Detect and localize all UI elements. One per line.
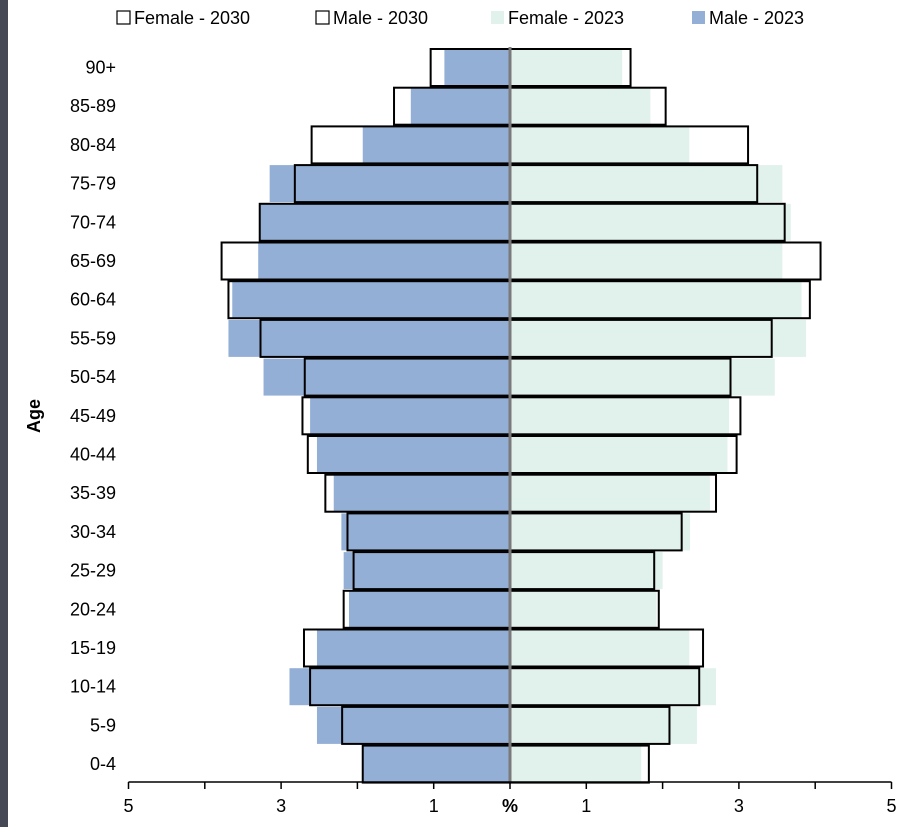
x-tick-label: 1 (581, 796, 591, 816)
bar-female-2023 (510, 281, 802, 319)
age-label: 5-9 (90, 715, 116, 735)
bar-male-2023 (362, 126, 510, 164)
legend-label: Female - 2023 (508, 8, 624, 28)
bar-female-2023 (510, 319, 807, 357)
x-axis-title: % (502, 796, 518, 816)
bar-female-2023 (510, 49, 623, 86)
bar-female-2023 (510, 474, 710, 512)
age-label: 65-69 (70, 251, 116, 271)
age-label: 75-79 (70, 174, 116, 194)
axes: 5 3 1 1 3 5% (123, 47, 897, 816)
bars-2023 (228, 49, 807, 783)
age-label: 40-44 (70, 445, 116, 465)
age-label: 60-64 (70, 290, 116, 310)
age-label: 80-84 (70, 135, 116, 155)
legend-label: Male - 2030 (333, 8, 428, 28)
age-label: 90+ (85, 58, 116, 78)
age-label: 50-54 (70, 367, 116, 387)
bar-male-2023 (310, 397, 510, 435)
legend-swatch (491, 11, 504, 24)
legend-swatch (116, 10, 131, 25)
bar-female-2023 (510, 436, 728, 473)
bar-male-2023 (316, 706, 510, 744)
age-label: 15-19 (70, 638, 116, 658)
bar-male-2023 (316, 629, 510, 667)
bar-female-2023 (510, 165, 783, 203)
bar-female-2023 (510, 590, 657, 628)
bar-female-2023 (510, 552, 663, 590)
legend-label: Male - 2023 (709, 8, 804, 28)
bar-male-2023 (289, 668, 510, 706)
bar-male-2023 (269, 165, 510, 203)
bar-female-2023 (510, 397, 729, 435)
bar-female-2023 (510, 358, 775, 396)
bar-female-2023 (510, 706, 697, 744)
x-tick-label: 5 (123, 796, 133, 816)
bars-2030 (220, 48, 822, 784)
bar-female-2023 (510, 629, 690, 667)
bar-female-2023 (510, 203, 791, 241)
bar-male-2023 (263, 358, 510, 396)
bar-male-2023 (349, 590, 510, 628)
legend-swatch (692, 11, 705, 24)
bar-female-2023 (510, 87, 651, 125)
age-label: 0-4 (90, 754, 116, 774)
age-label: 70-74 (70, 212, 116, 232)
window-edge (0, 0, 8, 827)
bar-female-2023 (510, 513, 691, 551)
age-label: 20-24 (70, 599, 116, 619)
bar-female-2023 (510, 668, 717, 706)
bar-male-2023 (258, 242, 510, 280)
bar-male-2023 (362, 745, 510, 783)
age-label: 85-89 (70, 96, 116, 116)
x-tick-label: 1 (429, 796, 439, 816)
age-label: 45-49 (70, 406, 116, 426)
age-labels: 0-4 5-9 10-14 15-19 20-24 25-29 30-34 35-39 40-4… (70, 58, 116, 775)
legend-swatch (315, 10, 330, 25)
age-label: 55-59 (70, 328, 116, 348)
x-tick-label: 3 (276, 796, 286, 816)
age-label: 30-34 (70, 522, 116, 542)
legend: Female - 2030 Male - 2030 Female - 2023 Mal… (116, 8, 804, 28)
bar-male-2023 (410, 87, 510, 125)
bar-male-2023 (316, 436, 510, 473)
age-label: 10-14 (70, 677, 116, 697)
bar-male-2023 (260, 203, 510, 241)
age-label: 25-29 (70, 561, 116, 581)
y-axis-title: Age (24, 399, 44, 433)
age-label: 35-39 (70, 483, 116, 503)
bar-male-2023 (444, 49, 510, 86)
legend-label: Female - 2030 (134, 8, 250, 28)
bar-female-2023 (510, 126, 690, 164)
bar-male-2023 (343, 552, 510, 590)
bar-male-2023 (333, 474, 510, 512)
bar-male-2023 (232, 281, 510, 319)
bar-female-2023 (510, 242, 783, 280)
bar-female-2023 (510, 745, 642, 783)
bar-male-2023 (341, 513, 510, 551)
bar-male-2023 (228, 319, 510, 357)
x-tick-label: 3 (734, 796, 744, 816)
x-tick-label: 5 (886, 796, 896, 816)
